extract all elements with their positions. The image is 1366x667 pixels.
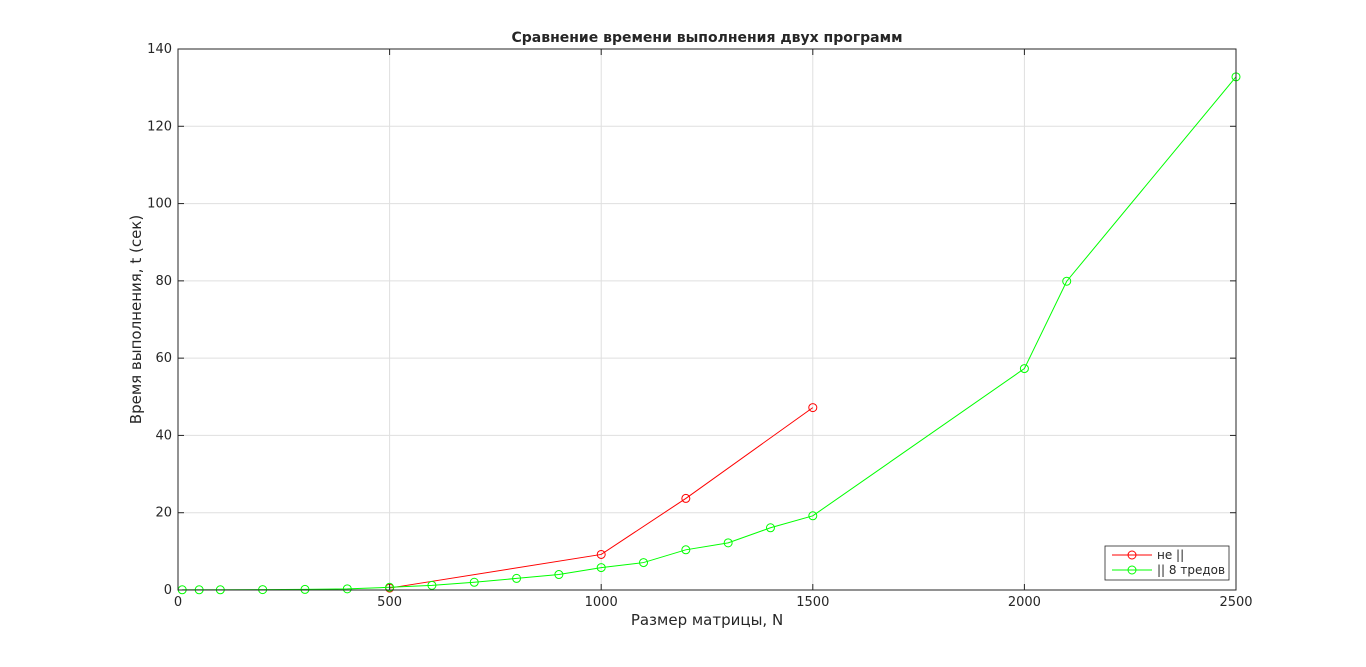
- data-point: [681, 545, 691, 555]
- y-tick-label: 80: [155, 274, 172, 289]
- data-point: [681, 493, 691, 503]
- data-point: [554, 570, 564, 580]
- data-point: [512, 573, 522, 583]
- x-tick-label: 2500: [1219, 595, 1252, 610]
- x-tick-label: 2000: [1008, 595, 1041, 610]
- data-point: [1062, 276, 1072, 286]
- x-tick-label: 500: [377, 595, 402, 610]
- legend: не || || 8 тредов: [1104, 545, 1230, 581]
- plot-area: [178, 49, 1236, 590]
- x-tick-label: 0: [174, 595, 182, 610]
- legend-marker-green: [1127, 565, 1137, 575]
- y-tick-label: 100: [147, 197, 172, 212]
- data-point: [765, 523, 775, 533]
- x-tick-label: 1500: [796, 595, 829, 610]
- data-point: [596, 549, 606, 559]
- x-tick-label: 1000: [585, 595, 618, 610]
- y-tick-label: 40: [155, 428, 172, 443]
- legend-box: [1104, 545, 1230, 581]
- data-point: [723, 538, 733, 548]
- x-axis-title: Размер матрицы, N: [631, 611, 783, 629]
- y-tick-label: 60: [155, 351, 172, 366]
- y-tick-label: 0: [164, 583, 172, 598]
- data-point: [596, 563, 606, 573]
- data-point: [342, 584, 352, 594]
- data-point: [427, 580, 437, 590]
- plot-frame: [177, 48, 1237, 591]
- y-tick-label: 20: [155, 506, 172, 521]
- data-point: [808, 403, 818, 413]
- y-axis-title: Время выполнения, t (сек): [127, 215, 145, 424]
- data-point: [639, 558, 649, 568]
- series-line-0: [389, 407, 814, 589]
- legend-label-green: || 8 тредов: [1157, 563, 1225, 577]
- data-point: [808, 511, 818, 521]
- grid: [178, 49, 1236, 590]
- chart-title: Сравнение времени выполнения двух програ…: [511, 30, 902, 46]
- data-point: [385, 582, 395, 592]
- data-point: [300, 584, 310, 594]
- legend-label-red: не ||: [1157, 548, 1184, 562]
- y-tick-label: 120: [147, 119, 172, 134]
- ticks: 0 500 1000 1500 2000 2500 0 20 40 60 80 100 120 140: [147, 42, 1252, 610]
- y-tick-label: 140: [147, 42, 172, 57]
- legend-marker-red: [1127, 550, 1137, 560]
- data-point: [469, 577, 479, 587]
- data-point: [1019, 364, 1029, 374]
